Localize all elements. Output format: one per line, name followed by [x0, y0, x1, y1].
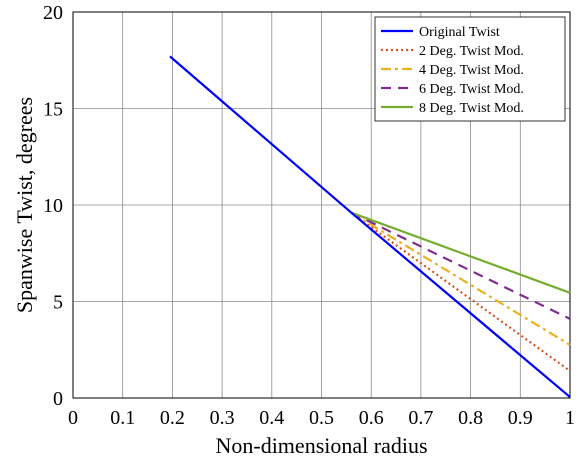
x-tick-label: 0.8 [458, 407, 483, 429]
legend: Original Twist 2 Deg. Twist Mod. 4 Deg. Tw… [374, 16, 566, 122]
series-line-2 [350, 211, 571, 346]
x-axis-label: Non-dimensional radius [215, 433, 427, 458]
series-line-3 [350, 211, 571, 320]
x-tick-label: 0.9 [508, 407, 533, 429]
series-line-1 [350, 211, 571, 372]
x-tick-label: 0.5 [309, 407, 334, 429]
plot-frame [72, 11, 571, 399]
y-tick-label: 0 [53, 388, 63, 410]
x-tick-label: 0.3 [210, 407, 235, 429]
y-tick-label: 20 [43, 2, 63, 24]
legend-label: Original Twist [419, 25, 500, 40]
series-line-4 [350, 211, 571, 294]
x-tick-label: 0.4 [259, 407, 284, 429]
legend-label: 8 Deg. Twist Mod. [419, 101, 524, 116]
series-line-0 [169, 55, 571, 398]
legend-label: 2 Deg. Twist Mod. [419, 44, 524, 59]
legend-label: 4 Deg. Twist Mod. [419, 63, 524, 78]
y-axis-label: Spanwise Twist, degrees [12, 97, 37, 313]
x-tick-label: 1 [565, 407, 575, 429]
y-tick-label: 15 [43, 99, 63, 121]
x-tick-label: 0 [68, 407, 78, 429]
y-tick-label: 5 [53, 292, 63, 314]
x-tick-label: 0.1 [110, 407, 135, 429]
y-tick-label: 10 [43, 195, 63, 217]
series-layer [169, 55, 571, 398]
x-tick-labels: 0 0.1 0.2 0.3 0.4 0.5 0.6 0.7 0.8 0.9 1 [68, 407, 575, 429]
x-tick-label: 0.2 [160, 407, 185, 429]
x-tick-label: 0.6 [359, 407, 384, 429]
y-tick-labels: 0 5 10 15 20 [43, 2, 63, 410]
x-tick-label: 0.7 [408, 407, 433, 429]
legend-label: 6 Deg. Twist Mod. [419, 82, 524, 97]
